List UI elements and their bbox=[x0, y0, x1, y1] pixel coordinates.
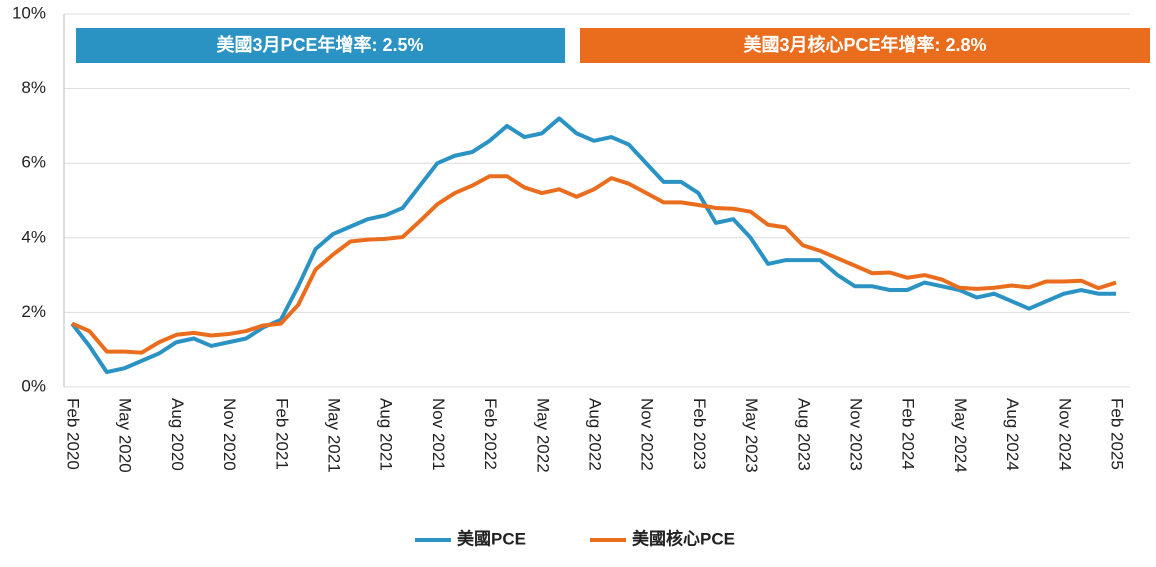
y-tick-label: 0% bbox=[21, 376, 46, 395]
x-tick-label: Feb 2025 bbox=[1108, 398, 1127, 470]
x-tick-label: Feb 2020 bbox=[64, 398, 83, 470]
x-tick-label: Nov 2024 bbox=[1055, 398, 1074, 471]
x-tick-label: May 2021 bbox=[325, 398, 344, 473]
legend-label: 美國PCE bbox=[457, 528, 526, 548]
y-tick-label: 10% bbox=[12, 3, 46, 22]
x-tick-label: Aug 2024 bbox=[1003, 398, 1022, 471]
x-tick-label: Aug 2021 bbox=[377, 398, 396, 471]
x-tick-label: Feb 2022 bbox=[481, 398, 500, 470]
x-tick-label: Aug 2023 bbox=[794, 398, 813, 471]
x-tick-label: May 2023 bbox=[742, 398, 761, 473]
plot: 0% 2% 4% 6% 8% 10% Feb 2020 May 2020 Aug 2020 Nov… bbox=[12, 3, 1130, 548]
y-tick-label: 2% bbox=[21, 302, 46, 321]
annotation: 美國3月核心PCE年增率: 2.8% bbox=[743, 34, 986, 55]
x-tick-label: Nov 2020 bbox=[220, 398, 239, 471]
line-series bbox=[71, 174, 1117, 355]
y-tick-label: 8% bbox=[21, 78, 46, 97]
legend-label: 美國核心PCE bbox=[632, 528, 735, 548]
y-tick-label: 4% bbox=[21, 227, 46, 246]
x-tick-label: May 2022 bbox=[533, 398, 552, 473]
x-tick-label: Aug 2022 bbox=[586, 398, 605, 471]
x-tick-label: Nov 2022 bbox=[638, 398, 657, 471]
x-tick-label: Nov 2021 bbox=[429, 398, 448, 471]
annotation-box bbox=[580, 28, 1150, 63]
annotation: 美國3月PCE年增率: 2.5% bbox=[216, 34, 423, 55]
x-tick-label: Nov 2023 bbox=[847, 398, 866, 471]
x-tick-label: Aug 2020 bbox=[168, 398, 187, 471]
x-tick-label: May 2020 bbox=[116, 398, 135, 473]
x-tick-label: May 2024 bbox=[951, 398, 970, 473]
x-tick-label: Feb 2023 bbox=[690, 398, 709, 470]
line-series bbox=[70, 116, 1116, 375]
annotation-box bbox=[76, 28, 565, 63]
y-tick-label: 6% bbox=[21, 153, 46, 172]
x-tick-label: Feb 2024 bbox=[899, 398, 918, 470]
x-tick-label: Feb 2021 bbox=[272, 398, 291, 470]
